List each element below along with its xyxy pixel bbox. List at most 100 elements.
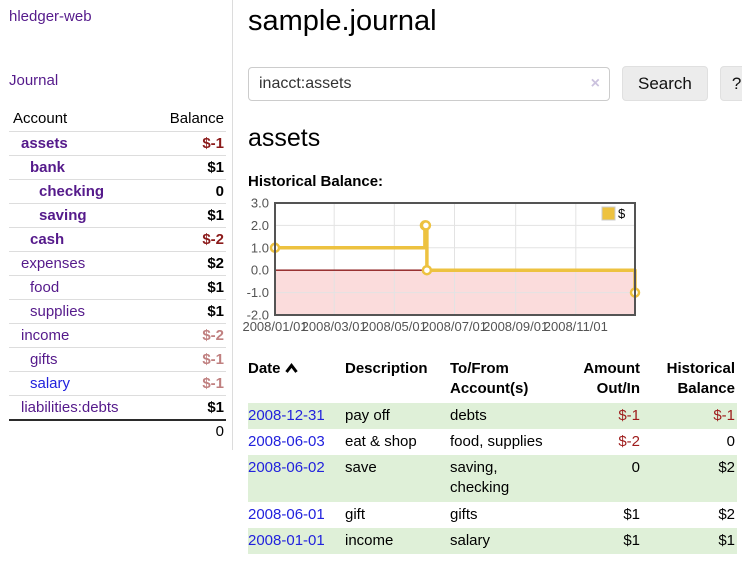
account-row: liabilities:debts $1	[9, 395, 226, 421]
search-input[interactable]	[248, 66, 610, 101]
account-balance: $1	[207, 207, 224, 224]
balance-chart: 3.0 2.0 1.0 0.0 -1.0 -2.0 2008/01/01 2008/03/01…	[242, 195, 742, 335]
transaction-accounts: food, supplies	[450, 432, 543, 450]
account-link-food[interactable]: food	[30, 279, 60, 296]
main-content: sample.journal × Search ? assets Histori…	[233, 0, 742, 554]
transaction-description: eat & shop	[345, 432, 417, 450]
account-link-gifts[interactable]: gifts	[30, 351, 58, 368]
register-row: 2008-01-01 income salary $1 $1	[248, 527, 737, 554]
transaction-accounts: gifts	[450, 505, 478, 523]
account-row: assets $-1	[9, 131, 226, 156]
transaction-balance: $2	[718, 459, 735, 476]
app-title-link[interactable]: hledger-web	[9, 8, 92, 25]
account-balance: 0	[215, 183, 224, 200]
accounts-header-row: Account Balance	[9, 107, 226, 132]
date-header-label: Date	[248, 360, 281, 377]
data-point-marker	[420, 220, 432, 231]
page-title: sample.journal	[248, 5, 437, 37]
app-window: hledger-web Journal Account Balance asse…	[0, 0, 742, 554]
y-axis-tick-label: 3.0	[251, 196, 269, 211]
account-link-income[interactable]: income	[21, 327, 70, 344]
balance-chart-svg: 3.0 2.0 1.0 0.0 -1.0 -2.02008/01/012008/03/01…	[242, 196, 641, 334]
account-balance: $-2	[202, 231, 224, 248]
transaction-description: pay off	[345, 406, 390, 424]
transaction-date-link[interactable]: 2008-06-02	[248, 459, 325, 476]
accounts-table: Account Balance assets $-1 bank $1 checking 0…	[9, 107, 226, 442]
transaction-balance: $2	[718, 505, 735, 523]
transaction-date-link[interactable]: 2008-06-03	[248, 432, 325, 450]
account-balance: $1	[207, 399, 224, 416]
help-button[interactable]: ?	[719, 66, 742, 101]
account-row: bank $1	[9, 155, 226, 180]
account-link-cash[interactable]: cash	[30, 231, 65, 248]
sort-ascending-icon	[284, 360, 298, 380]
register-header-row: Date Description To/From Account(s) Amou…	[248, 357, 737, 403]
account-row: salary $-1	[9, 371, 226, 396]
data-point-marker	[421, 264, 433, 276]
legend-label: $	[618, 206, 626, 221]
transaction-date-link[interactable]: 2008-01-01	[248, 531, 325, 549]
legend-swatch	[601, 206, 616, 221]
accounts-total-row: 0	[9, 420, 226, 442]
account-balance: $1	[207, 279, 224, 296]
transaction-amount: $1	[623, 505, 640, 523]
account-column-header: Account	[13, 110, 68, 127]
y-axis-tick-label: -2.0	[247, 308, 269, 323]
account-balance: $-1	[202, 351, 224, 368]
journal-nav-link[interactable]: Journal	[9, 72, 59, 89]
y-axis-tick-label: 1.0	[251, 240, 269, 255]
account-link-checking[interactable]: checking	[39, 183, 105, 200]
register-header-accounts: To/From Account(s)	[450, 360, 529, 398]
search-form: × Search ?	[248, 66, 742, 101]
register-header-date[interactable]: Date	[248, 357, 345, 403]
transaction-balance: $-1	[713, 406, 735, 424]
account-link-supplies[interactable]: supplies	[30, 303, 86, 320]
account-link-liabilities-debts[interactable]: liabilities:debts	[21, 399, 119, 416]
search-button[interactable]: Search	[622, 66, 708, 101]
y-axis-tick-label: 2.0	[251, 218, 269, 233]
x-axis-tick-label: 2008/01/01	[242, 319, 307, 334]
sidebar: hledger-web Journal Account Balance asse…	[0, 0, 233, 450]
account-row: expenses $2	[9, 251, 226, 276]
x-axis-tick-label: 2008/09/01	[483, 319, 548, 334]
x-axis-tick-label: 2008/11/01	[544, 319, 608, 334]
transaction-balance: 0	[726, 432, 735, 450]
account-link-assets[interactable]: assets	[21, 135, 68, 152]
account-balance: $1	[207, 159, 224, 176]
transaction-description: save	[345, 459, 377, 476]
account-row: food $1	[9, 275, 226, 300]
transaction-date-link[interactable]: 2008-06-01	[248, 505, 325, 523]
plot-border	[274, 202, 636, 316]
transaction-amount: $-2	[618, 432, 640, 450]
transaction-date-link[interactable]: 2008-12-31	[248, 406, 325, 424]
transaction-description: gift	[345, 505, 366, 523]
transaction-amount: $1	[623, 531, 640, 549]
y-axis-tick-label: 0.0	[251, 263, 269, 278]
account-row: income $-2	[9, 323, 226, 348]
account-link-saving[interactable]: saving	[39, 207, 87, 224]
account-link-bank[interactable]: bank	[30, 159, 66, 176]
account-balance: $1	[207, 303, 224, 320]
transaction-accounts: salary	[450, 531, 491, 549]
x-axis-tick-label: 2008/03/01	[302, 319, 367, 334]
transaction-description: income	[345, 531, 394, 549]
transaction-balance: $1	[718, 531, 735, 549]
transaction-accounts: debts	[450, 406, 487, 424]
chart-title: Historical Balance:	[248, 173, 384, 190]
transaction-accounts: saving, checking	[450, 459, 510, 497]
x-axis-tick-label: 2008/07/01	[422, 319, 487, 334]
search-input-wrap: ×	[248, 66, 610, 101]
account-link-salary[interactable]: salary	[30, 375, 71, 392]
clear-search-icon[interactable]: ×	[590, 74, 600, 92]
register-header-description: Description	[345, 360, 428, 377]
x-axis-tick-label: 2008/05/01	[362, 319, 427, 334]
transaction-amount: $-1	[618, 406, 640, 424]
account-balance: $2	[207, 255, 224, 272]
register-row: 2008-12-31 pay off debts $-1 $-1	[248, 402, 737, 429]
register-header-balance: Historical Balance	[666, 360, 735, 398]
account-link-expenses[interactable]: expenses	[21, 255, 86, 272]
balance-column-header: Balance	[169, 110, 224, 127]
account-row: supplies $1	[9, 299, 226, 324]
register-header-amount: Amount Out/In	[583, 360, 640, 398]
accounts-total-value: 0	[215, 423, 224, 440]
